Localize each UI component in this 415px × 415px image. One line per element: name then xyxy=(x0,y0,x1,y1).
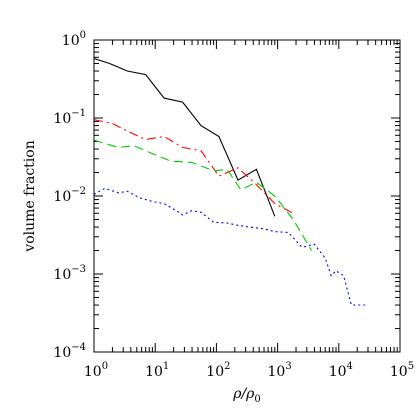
x-tick-label: 103 xyxy=(267,361,291,380)
series-layer xyxy=(93,57,366,306)
ticks-layer xyxy=(93,39,401,353)
x-tick-label: 100 xyxy=(84,361,108,380)
y-tick-label: 100 xyxy=(62,30,86,49)
series-line-2 xyxy=(93,119,294,214)
x-tick-label: 102 xyxy=(206,361,230,380)
series-line-4 xyxy=(93,187,366,306)
series-line-3 xyxy=(93,139,313,251)
y-tick-label: 10−2 xyxy=(53,186,86,205)
x-tick-label: 101 xyxy=(145,361,169,380)
x-axis-title-subscript: 0 xyxy=(254,394,260,405)
y-tick-label: 10−3 xyxy=(53,264,86,283)
y-tick-label: 10−4 xyxy=(53,342,86,361)
x-tick-label: 105 xyxy=(390,361,414,380)
x-axis-title: ρ/ρ0 xyxy=(232,386,261,405)
plot-frame xyxy=(93,39,401,353)
x-axis-title-main: ρ/ρ xyxy=(232,386,255,402)
series-line-1 xyxy=(93,57,276,217)
labels-layer: 100 101 102 103 104 105 100 10−1 10−2 10−3 10−4 xyxy=(53,30,414,380)
x-tick-label: 104 xyxy=(329,361,353,380)
y-tick-label: 10−1 xyxy=(53,108,86,127)
y-axis-title: volume fraction xyxy=(22,140,38,252)
